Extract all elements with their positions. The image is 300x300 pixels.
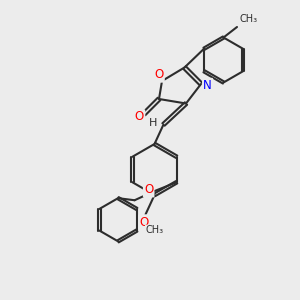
Text: O: O (135, 110, 144, 124)
Text: O: O (154, 68, 164, 82)
Text: O: O (144, 183, 153, 196)
Text: H: H (149, 118, 157, 128)
Text: N: N (203, 79, 212, 92)
Text: O: O (140, 215, 148, 229)
Text: CH₃: CH₃ (146, 225, 164, 235)
Text: CH₃: CH₃ (240, 14, 258, 24)
